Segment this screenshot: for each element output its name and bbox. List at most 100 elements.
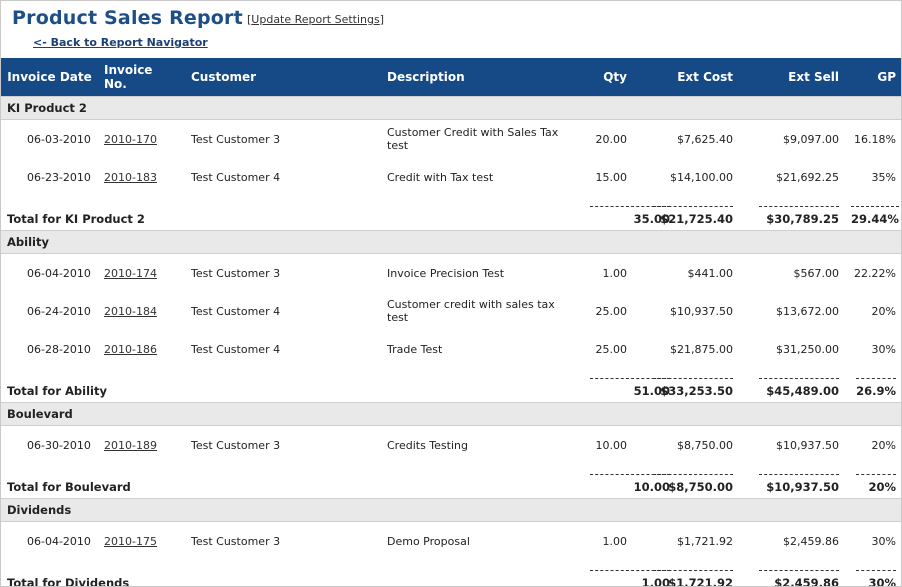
gp-cell: 30%: [871, 534, 896, 548]
total-ext-cost-value: $8,750.00: [653, 474, 733, 494]
table-row: 06-04-2010 2010-174 Test Customer 3 Invoice…: [1, 254, 901, 293]
invoice-link[interactable]: 2010-174: [104, 266, 157, 280]
total-gp-value: 29.44%: [851, 206, 899, 226]
invoice-date-cell: 06-30-2010: [27, 438, 91, 452]
total-ext-cost-value: $33,253.50: [653, 378, 733, 398]
invoice-date-cell: 06-04-2010: [27, 534, 91, 548]
qty-cell: 10.00: [595, 438, 628, 452]
group-total-row: Total for KI Product 2 35.00 $21,725.40 $30…: [1, 196, 901, 231]
invoice-no-cell: 2010-184: [98, 292, 185, 330]
ext-cost-cell: $8,750.00: [677, 438, 733, 452]
group-header-row: KI Product 2: [1, 96, 901, 120]
group-name: KI Product 2: [1, 96, 901, 120]
total-label: Total for Boulevard: [7, 480, 131, 494]
description-cell: Trade Test: [387, 342, 443, 356]
ext-cost-cell: $1,721.92: [677, 534, 733, 548]
customer-cell: Test Customer 4: [191, 170, 281, 184]
qty-cell: 1.00: [602, 534, 628, 548]
total-ext-sell: $10,937.50: [739, 464, 845, 499]
total-gp-value: 30%: [856, 570, 896, 586]
customer-cell: Test Customer 4: [191, 342, 281, 356]
table-row: 06-03-2010 2010-170 Test Customer 3 Custome…: [1, 120, 901, 159]
group-name: Ability: [1, 230, 901, 254]
invoice-date-cell: 06-28-2010: [27, 342, 91, 356]
ext-cost-cell: $21,875.00: [670, 342, 733, 356]
total-ext-cost: $21,725.40: [633, 196, 739, 231]
invoice-date-cell: 06-23-2010: [27, 170, 91, 184]
col-ext-cost: Ext Cost: [633, 58, 739, 97]
group-name: Dividends: [1, 498, 901, 522]
table-row: 06-30-2010 2010-189 Test Customer 3 Credits…: [1, 426, 901, 465]
ext-cost-cell: $10,937.50: [670, 304, 733, 318]
total-qty: 1.00: [584, 560, 670, 586]
gp-cell: 20%: [871, 304, 896, 318]
total-label: Total for Dividends: [7, 576, 130, 587]
invoice-link[interactable]: 2010-170: [104, 132, 157, 146]
ext-sell-cell: $21,692.25: [776, 170, 839, 184]
description-cell: Customer credit with sales tax test: [387, 298, 555, 324]
invoice-link[interactable]: 2010-184: [104, 304, 157, 318]
total-ext-sell-value: $30,789.25: [759, 206, 839, 226]
total-ext-cost-value: $21,725.40: [653, 206, 733, 226]
total-qty: 35.00: [584, 196, 670, 231]
total-label: Total for Ability: [7, 384, 107, 398]
total-ext-cost: $8,750.00: [633, 464, 739, 499]
col-gp: GP: [845, 58, 901, 97]
total-ext-cost: $33,253.50: [633, 368, 739, 403]
gp-cell: 22.22%: [854, 266, 896, 280]
qty-cell: 20.00: [595, 132, 628, 146]
update-report-settings-link[interactable]: Update Report Settings: [251, 13, 380, 26]
description-cell: Credits Testing: [387, 438, 468, 452]
col-qty: Qty: [584, 58, 633, 97]
total-gp: 30%: [845, 560, 901, 586]
qty-cell: 15.00: [595, 170, 628, 184]
invoice-no-cell: 2010-170: [98, 120, 185, 159]
total-ext-sell: $45,489.00: [739, 368, 845, 403]
group-total-row: Total for Dividends 1.00 $1,721.92 $2,459.8…: [1, 560, 901, 587]
ext-cost-cell: $441.00: [687, 266, 734, 280]
customer-cell: Test Customer 3: [191, 534, 281, 548]
page-title: Product Sales Report: [12, 7, 243, 29]
total-ext-sell-value: $2,459.86: [759, 570, 839, 586]
gp-cell: 16.18%: [854, 132, 896, 146]
qty-cell: 25.00: [595, 342, 628, 356]
invoice-date-cell: 06-24-2010: [27, 304, 91, 318]
group-total-row: Total for Ability 51.00 $33,253.50 $45,489.…: [1, 368, 901, 403]
total-qty-value: 10.00: [590, 474, 670, 494]
ext-sell-cell: $13,672.00: [776, 304, 839, 318]
invoice-no-cell: 2010-174: [98, 254, 185, 293]
qty-cell: 1.00: [602, 266, 628, 280]
group-header-row: Dividends: [1, 498, 901, 522]
invoice-link[interactable]: 2010-189: [104, 438, 157, 452]
table-header-row: Invoice Date Invoice No. Customer Descri…: [1, 58, 901, 97]
ext-sell-cell: $31,250.00: [776, 342, 839, 356]
invoice-link[interactable]: 2010-175: [104, 534, 157, 548]
invoice-no-cell: 2010-175: [98, 522, 185, 561]
invoice-link[interactable]: 2010-186: [104, 342, 157, 356]
back-to-navigator-link[interactable]: <- Back to Report Navigator: [33, 36, 208, 49]
total-gp: 26.9%: [845, 368, 901, 403]
ext-cost-cell: $14,100.00: [670, 170, 733, 184]
total-qty: 51.00: [584, 368, 670, 403]
ext-sell-cell: $9,097.00: [783, 132, 839, 146]
ext-sell-cell: $2,459.86: [783, 534, 839, 548]
settings-link-wrap: [Update Report Settings]: [247, 13, 384, 26]
invoice-link[interactable]: 2010-183: [104, 170, 157, 184]
total-label: Total for KI Product 2: [7, 212, 145, 226]
group-header-row: Boulevard: [1, 402, 901, 426]
total-gp: 29.44%: [845, 196, 901, 231]
total-ext-sell: $30,789.25: [739, 196, 845, 231]
ext-sell-cell: $10,937.50: [776, 438, 839, 452]
total-qty-value: 1.00: [590, 570, 670, 586]
qty-cell: 25.00: [595, 304, 628, 318]
bracket-close: ]: [379, 13, 385, 26]
invoice-no-cell: 2010-183: [98, 158, 185, 196]
description-cell: Customer Credit with Sales Tax test: [387, 126, 559, 152]
customer-cell: Test Customer 3: [191, 266, 281, 280]
invoice-no-cell: 2010-186: [98, 330, 185, 368]
col-customer: Customer: [185, 58, 381, 97]
description-cell: Demo Proposal: [387, 534, 470, 548]
group-total-row: Total for Boulevard 10.00 $8,750.00 $10,937…: [1, 464, 901, 499]
total-gp: 20%: [845, 464, 901, 499]
